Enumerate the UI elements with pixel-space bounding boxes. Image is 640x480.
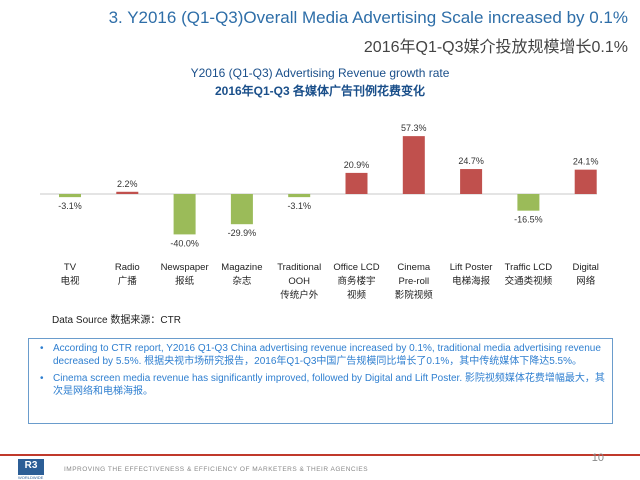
category-label: Digital bbox=[572, 262, 598, 273]
r3-logo: R3 WORLDWIDE bbox=[18, 459, 44, 480]
category-label-cn: 杂志 bbox=[232, 275, 251, 287]
data-source: Data Source 数据来源：CTR bbox=[52, 315, 181, 326]
data-label: -29.9% bbox=[228, 228, 257, 238]
category-label-cn: 电梯海报 bbox=[452, 275, 491, 287]
page-number: 10 bbox=[591, 452, 604, 464]
data-label: 2.2% bbox=[117, 179, 138, 189]
category-label: Pre-roll bbox=[398, 276, 429, 287]
chart-title: Y2016 (Q1-Q3) Advertising Revenue growth… bbox=[190, 66, 450, 80]
category-label: TV bbox=[64, 262, 77, 273]
data-label: 24.1% bbox=[573, 157, 599, 167]
bar bbox=[116, 191, 139, 194]
category-label: Lift Poster bbox=[450, 262, 493, 273]
data-label: 24.7% bbox=[458, 156, 484, 166]
data-label: -3.1% bbox=[287, 201, 311, 211]
bar bbox=[288, 194, 311, 198]
footer-divider bbox=[0, 454, 640, 456]
category-label: Cinema bbox=[397, 262, 430, 273]
notes-box: According to CTR report, Y2016 Q1-Q3 Chi… bbox=[28, 338, 613, 424]
data-label: 57.3% bbox=[401, 123, 427, 133]
category-label-cn: 网络 bbox=[576, 275, 596, 287]
category-label-cn: 影院视频 bbox=[395, 289, 434, 301]
bar bbox=[517, 194, 540, 211]
note-item: According to CTR report, Y2016 Q1-Q3 Chi… bbox=[40, 342, 606, 368]
data-label: -16.5% bbox=[514, 215, 543, 225]
category-label: Traffic LCD bbox=[505, 262, 553, 273]
category-label-cn: 视频 bbox=[347, 289, 367, 301]
bar bbox=[402, 136, 425, 194]
data-label: -40.0% bbox=[170, 238, 199, 248]
chart-subtitle: 2016年Q1-Q3 各媒体广告刊例花费变化 bbox=[214, 84, 426, 98]
bar bbox=[59, 194, 81, 198]
bar bbox=[173, 194, 196, 235]
category-label-cn: 交通类视频 bbox=[505, 275, 553, 287]
data-label: -3.1% bbox=[58, 201, 82, 211]
logo-text: R3 bbox=[24, 460, 38, 471]
footer-tagline: IMPROVING THE EFFECTIVENESS & EFFICIENCY… bbox=[64, 466, 369, 473]
category-label: OOH bbox=[288, 276, 310, 287]
category-label: Office LCD bbox=[333, 262, 379, 273]
bar bbox=[574, 169, 597, 194]
bar-chart: -3.1% TV 电视 2.2% Radio 广播 -40.0% Newspaper 报纸 -29… bbox=[40, 123, 599, 301]
slide-subtitle: 2016年Q1-Q3媒介投放规模增长0.1% bbox=[363, 39, 628, 56]
note-item: Cinema screen media revenue has signific… bbox=[40, 372, 606, 398]
slide-title: 3. Y2016 (Q1-Q3)Overall Media Advertisin… bbox=[108, 8, 628, 27]
category-label: Magazine bbox=[221, 262, 262, 273]
category-label: Traditional bbox=[277, 262, 321, 273]
category-label-cn: 电视 bbox=[60, 275, 80, 287]
category-label: Radio bbox=[115, 262, 140, 273]
bar bbox=[460, 169, 483, 194]
category-label-cn: 报纸 bbox=[175, 275, 195, 287]
bar bbox=[345, 172, 368, 194]
category-label-cn: 广播 bbox=[118, 275, 138, 287]
data-label: 20.9% bbox=[344, 160, 370, 170]
logo-subtext: WORLDWIDE bbox=[18, 475, 44, 480]
category-label-cn: 商务楼宇 bbox=[337, 275, 375, 287]
category-label-cn: 传统户外 bbox=[280, 289, 319, 301]
category-label: Newspaper bbox=[161, 262, 209, 273]
bar bbox=[230, 194, 253, 225]
